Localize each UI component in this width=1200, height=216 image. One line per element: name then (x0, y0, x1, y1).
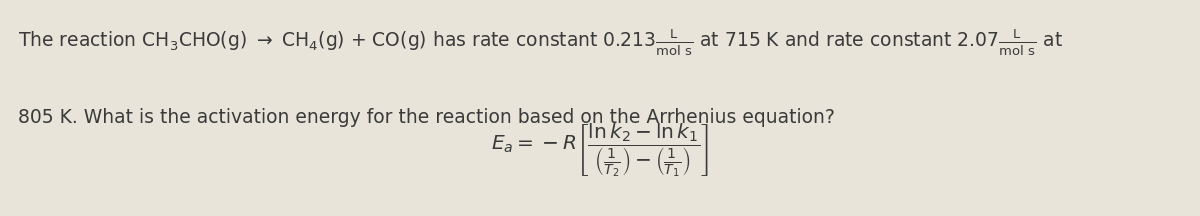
Text: The reaction CH$_3$CHO(g) $\rightarrow$ CH$_4$(g) + CO(g) has rate constant 0.21: The reaction CH$_3$CHO(g) $\rightarrow$ … (18, 28, 1063, 58)
Text: $E_a = -R\left[\dfrac{\ln k_2 - \ln k_1}{\left(\frac{1}{T_2}\right) - \left(\fra: $E_a = -R\left[\dfrac{\ln k_2 - \ln k_1}… (491, 121, 709, 179)
Text: 805 K. What is the activation energy for the reaction based on the Arrhenius equ: 805 K. What is the activation energy for… (18, 108, 835, 127)
